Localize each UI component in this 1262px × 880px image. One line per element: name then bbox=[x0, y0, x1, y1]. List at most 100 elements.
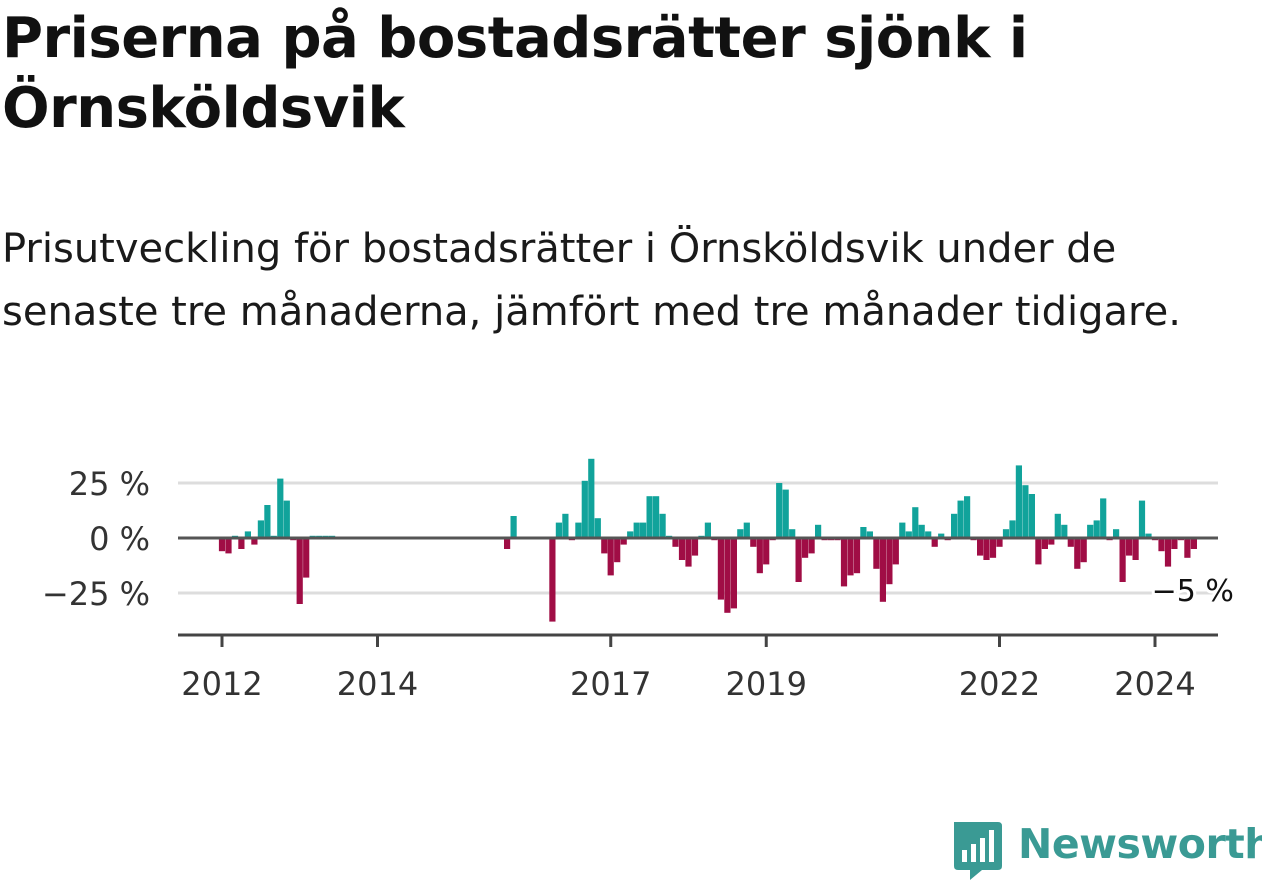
bar bbox=[815, 524, 822, 538]
bar bbox=[607, 538, 614, 576]
bar bbox=[873, 538, 880, 569]
bar bbox=[776, 483, 783, 538]
bar bbox=[879, 538, 886, 602]
bar bbox=[756, 538, 763, 574]
bar bbox=[510, 516, 517, 538]
bar bbox=[1087, 524, 1094, 538]
bar bbox=[840, 538, 848, 587]
bar bbox=[750, 538, 757, 547]
bar bbox=[620, 538, 627, 545]
bar bbox=[860, 527, 867, 538]
bar bbox=[1190, 538, 1197, 549]
bar bbox=[912, 507, 919, 538]
bar bbox=[691, 538, 699, 556]
bar bbox=[1067, 538, 1074, 547]
bar bbox=[504, 538, 511, 549]
bar bbox=[257, 520, 264, 538]
bar bbox=[983, 538, 990, 560]
bar bbox=[1100, 498, 1107, 538]
bar bbox=[847, 538, 854, 576]
bar bbox=[1022, 485, 1029, 538]
bar bbox=[1015, 465, 1022, 538]
bar bbox=[1113, 529, 1120, 538]
brand-name: Newsworthy bbox=[1018, 820, 1262, 868]
bar bbox=[1054, 513, 1061, 538]
bar bbox=[886, 538, 893, 585]
bar bbox=[892, 538, 899, 565]
bar bbox=[1119, 538, 1126, 582]
bar bbox=[938, 533, 945, 538]
bar bbox=[866, 531, 873, 538]
bar bbox=[724, 538, 731, 613]
bar bbox=[996, 538, 1003, 547]
bar bbox=[244, 531, 251, 538]
x-tick-label: 2022 bbox=[959, 665, 1040, 703]
y-tick-label: 25 % bbox=[69, 465, 150, 503]
bar bbox=[646, 496, 653, 538]
bar bbox=[789, 529, 796, 538]
bar-chart: 25 % 0 % −25 % 2012 2014 2017 2019 2022 2024 −5 % bbox=[42, 458, 1237, 703]
bar bbox=[594, 518, 601, 538]
bar bbox=[977, 538, 984, 556]
bar bbox=[1061, 524, 1068, 538]
x-tick-label: 2014 bbox=[337, 665, 418, 703]
bar bbox=[853, 538, 861, 574]
bar bbox=[601, 538, 608, 554]
bar bbox=[1093, 520, 1100, 538]
bar bbox=[1028, 494, 1035, 538]
bar bbox=[238, 538, 245, 549]
bar bbox=[964, 496, 971, 538]
bar bbox=[905, 531, 912, 538]
bar bbox=[795, 538, 802, 582]
bar bbox=[1164, 538, 1172, 567]
bar bbox=[264, 505, 271, 538]
bar bbox=[633, 522, 640, 538]
bar bbox=[1171, 538, 1178, 549]
bar bbox=[763, 538, 770, 565]
bar bbox=[730, 538, 737, 609]
bar bbox=[1009, 520, 1016, 538]
bar bbox=[575, 522, 582, 538]
bar bbox=[303, 538, 310, 578]
bar bbox=[1158, 538, 1165, 552]
bar bbox=[672, 538, 679, 547]
bar bbox=[918, 524, 925, 538]
bar bbox=[925, 531, 932, 538]
bar bbox=[627, 531, 634, 538]
bar bbox=[1035, 538, 1042, 565]
bar bbox=[218, 538, 226, 552]
bar bbox=[1074, 538, 1081, 569]
bar bbox=[704, 522, 711, 538]
bar bbox=[659, 513, 666, 538]
bar bbox=[1041, 538, 1048, 549]
bar bbox=[225, 538, 232, 554]
bar bbox=[296, 538, 303, 604]
bar bbox=[957, 500, 964, 538]
bar bbox=[1048, 538, 1055, 545]
bar bbox=[743, 522, 750, 538]
bar bbox=[931, 538, 938, 547]
bar bbox=[1080, 538, 1087, 563]
bar bbox=[782, 489, 789, 538]
y-tick-label: −25 % bbox=[42, 575, 150, 613]
newsworthy-logo-icon bbox=[954, 822, 1002, 880]
x-tick-label: 2019 bbox=[726, 665, 807, 703]
bar bbox=[1184, 538, 1191, 558]
bar bbox=[555, 522, 562, 538]
bar bbox=[277, 478, 284, 538]
bar bbox=[717, 538, 724, 600]
chart-title: Priserna på bostadsrätter sjönk i Örnskö… bbox=[2, 6, 1028, 141]
bar bbox=[899, 522, 906, 538]
last-value-label: −5 % bbox=[1152, 574, 1234, 609]
bar bbox=[989, 538, 997, 558]
bar bbox=[737, 529, 744, 538]
bar bbox=[283, 500, 290, 538]
newsworthy-logo[interactable]: Newsworthy bbox=[950, 818, 1262, 880]
bar bbox=[562, 513, 569, 538]
bar bbox=[549, 538, 556, 622]
bar bbox=[1132, 538, 1139, 560]
bar bbox=[1002, 529, 1010, 538]
bar bbox=[685, 538, 692, 567]
bar bbox=[1138, 500, 1146, 538]
bar bbox=[1126, 538, 1133, 556]
